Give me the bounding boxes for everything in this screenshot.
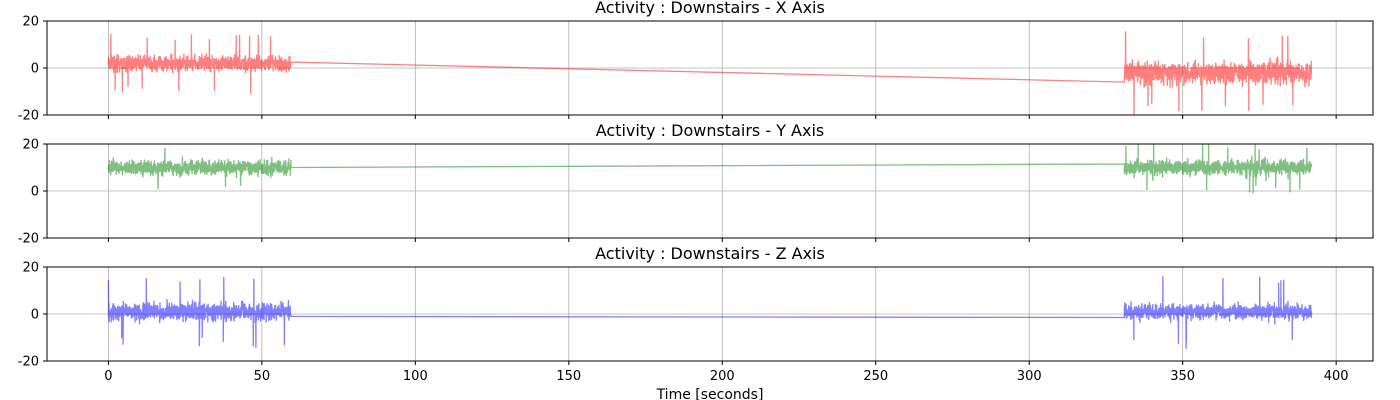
- subplot-2: -20 0 20 Activity : Downstairs - Y Axis: [18, 121, 1374, 247]
- x-tick-label-0: 0: [104, 369, 112, 384]
- x-tick-label-5: 250: [863, 369, 888, 384]
- y-tick-label-2: 20: [22, 261, 39, 276]
- x-tick-label-2: 100: [403, 369, 428, 384]
- series-line: [107, 144, 1313, 194]
- subplot-title: Activity : Downstairs - Z Axis: [595, 244, 825, 263]
- y-tick-label-0: -20: [18, 109, 39, 124]
- x-tick-label-6: 300: [1017, 369, 1042, 384]
- series-line: [107, 276, 1313, 349]
- series-line: [107, 31, 1313, 115]
- y-tick-label-0: -20: [18, 355, 39, 370]
- y-tick-label-0: -20: [18, 232, 39, 247]
- subplot-title: Activity : Downstairs - Y Axis: [596, 121, 825, 140]
- subplot-1: -20 0 20 Activity : Downstairs - X Axis: [18, 0, 1374, 124]
- x-tick-label-3: 150: [556, 369, 581, 384]
- y-tick-label-2: 20: [22, 138, 39, 153]
- y-tick-label-1: 0: [31, 308, 39, 323]
- y-tick-label-1: 0: [31, 62, 39, 77]
- x-tick-label-8: 400: [1324, 369, 1349, 384]
- x-tick-label-4: 200: [710, 369, 735, 384]
- x-axis-label: Time [seconds]: [656, 387, 764, 400]
- subplot-title: Activity : Downstairs - X Axis: [595, 0, 825, 17]
- y-tick-label-1: 0: [31, 185, 39, 200]
- x-tick-label-1: 50: [254, 369, 271, 384]
- x-tick-label-7: 350: [1170, 369, 1195, 384]
- y-tick-label-2: 20: [22, 15, 39, 30]
